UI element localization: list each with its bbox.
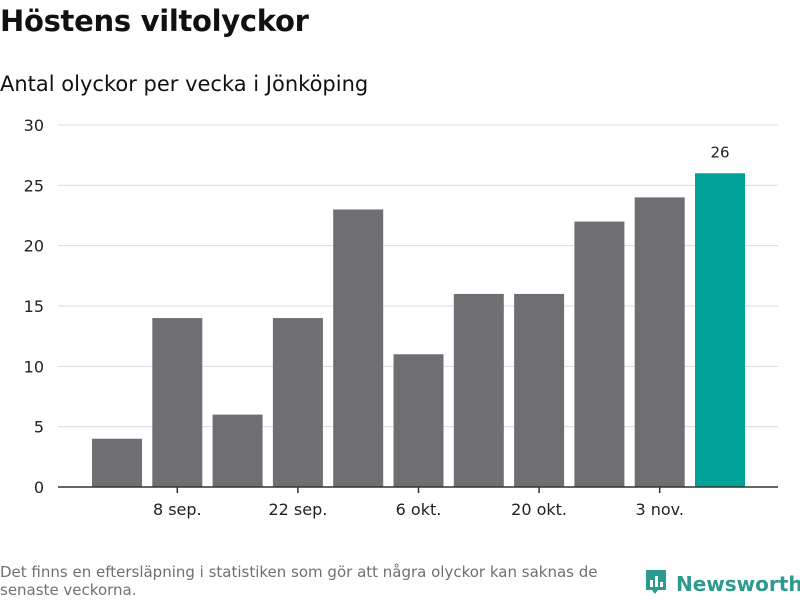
bar: [574, 221, 625, 488]
bars: [92, 173, 745, 488]
y-tick-label: 0: [34, 478, 44, 497]
x-tick-label: 22 sep.: [268, 500, 327, 519]
bar: [393, 354, 444, 487]
y-tick-label: 15: [24, 297, 44, 316]
footnote: Det finns en eftersläpning i statistiken…: [0, 563, 598, 599]
bar-highlighted: [695, 173, 745, 487]
bar-chart: 0 5 10 15 20 25 30 26 8 sep. 22 sep. 6 okt. 20 ok…: [24, 116, 778, 519]
chart-title: Höstens viltolyckor: [0, 4, 309, 38]
bar: [634, 197, 685, 487]
x-tick-label: 20 okt.: [511, 500, 567, 519]
x-axis-ticks: 8 sep. 22 sep. 6 okt. 20 okt. 3 nov.: [58, 486, 778, 519]
y-tick-label: 20: [24, 237, 44, 256]
data-label: 26: [710, 143, 729, 161]
bar: [333, 209, 384, 487]
y-tick-label: 25: [24, 176, 44, 195]
bar: [152, 318, 203, 487]
y-tick-label: 5: [34, 418, 44, 437]
bar: [453, 293, 504, 487]
brand-logo[interactable]: Newsworthy: [644, 568, 800, 600]
bar: [272, 318, 323, 487]
data-labels: 26: [710, 143, 729, 161]
bar: [212, 414, 263, 487]
brand-name: Newsworthy: [676, 572, 800, 596]
bar: [514, 293, 565, 487]
x-tick-label: 6 okt.: [396, 500, 442, 519]
y-tick-label: 10: [24, 357, 44, 376]
y-tick-label: 30: [24, 116, 44, 135]
y-axis-ticks: 0 5 10 15 20 25 30: [24, 116, 44, 497]
x-tick-label: 3 nov.: [635, 500, 684, 519]
bar-chart-logo-icon: [644, 568, 668, 600]
bar: [92, 438, 142, 487]
x-tick-label: 8 sep.: [153, 500, 202, 519]
chart-subtitle: Antal olyckor per vecka i Jönköping: [0, 72, 369, 96]
